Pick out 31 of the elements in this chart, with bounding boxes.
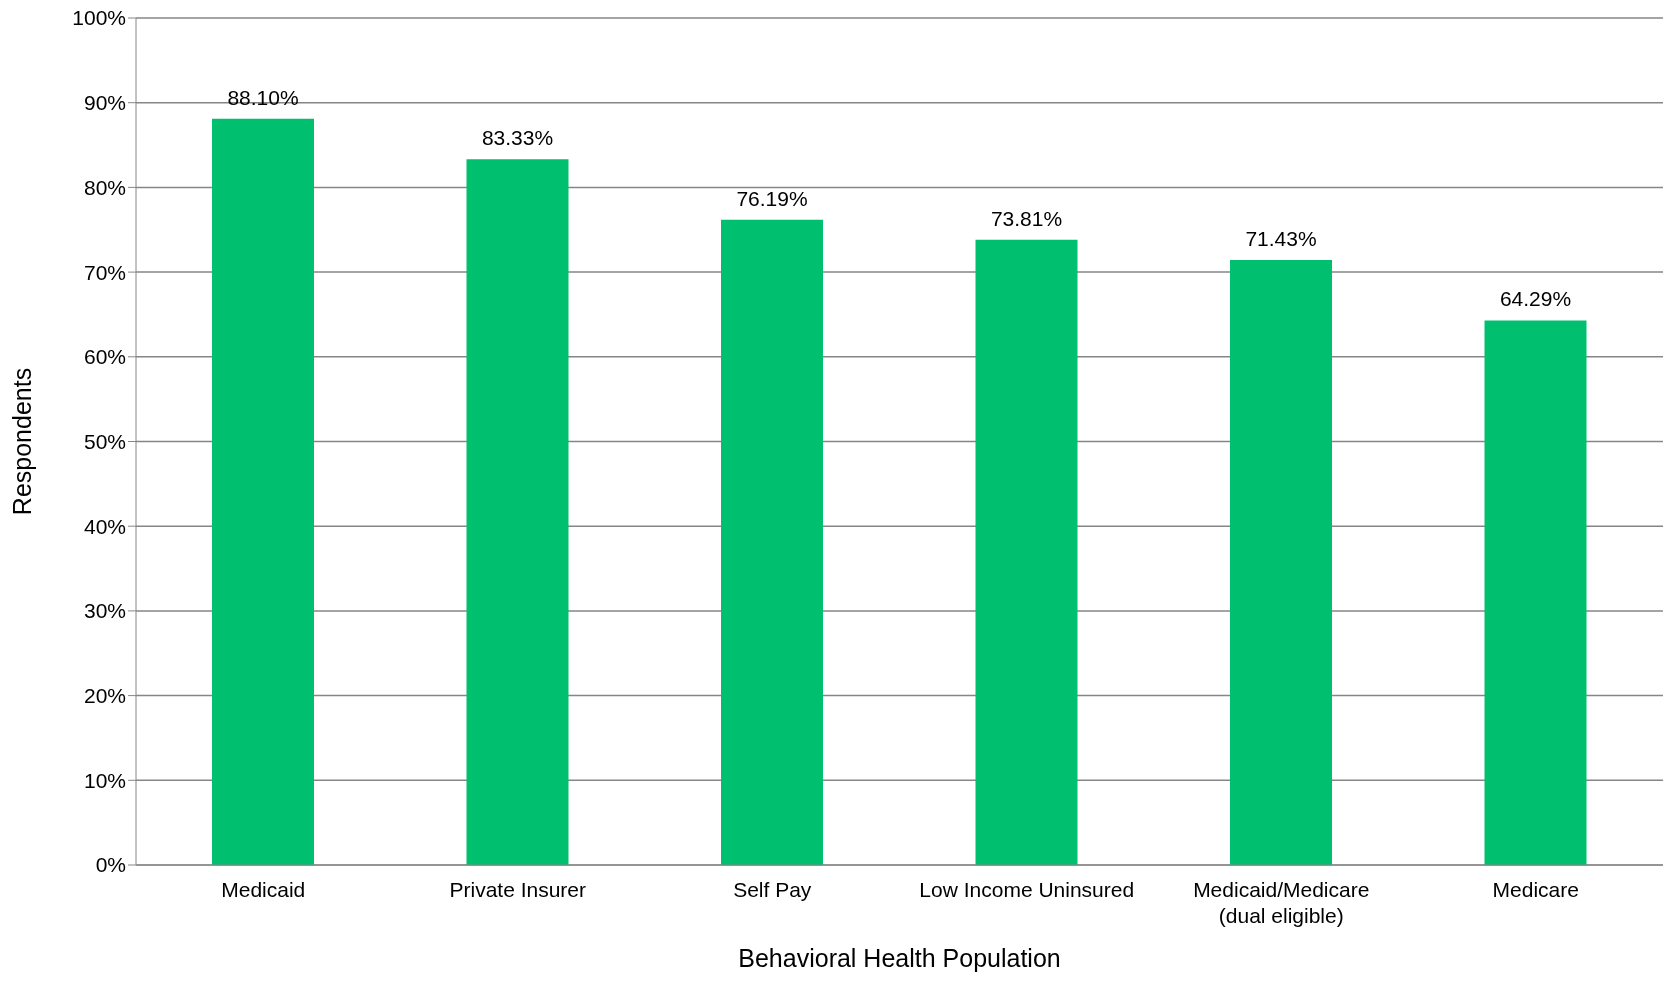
y-tick-label: 50%	[83, 429, 126, 453]
data-label: 73.81%	[990, 206, 1063, 230]
y-tick-label: 20%	[83, 684, 126, 708]
x-tick-label: Medicare	[1492, 878, 1579, 901]
bar	[721, 219, 823, 865]
data-label: 88.10%	[227, 85, 299, 109]
data-label: 83.33%	[481, 126, 554, 150]
x-tick-label: Low Income Uninsured	[919, 878, 1135, 901]
x-axis-title: Behavioral Health Population	[738, 943, 1061, 972]
y-tick-label: 40%	[83, 514, 126, 538]
y-axis-title: Respondents	[7, 367, 36, 516]
y-tick-label: 0%	[95, 853, 126, 877]
y-tick-label: 60%	[83, 345, 126, 369]
y-tick-label: 90%	[83, 91, 126, 115]
x-tick-label: Medicaid/Medicare (dual eligible)	[1193, 878, 1370, 927]
x-tick-label: Self Pay	[733, 878, 812, 901]
bar	[212, 118, 314, 865]
y-tick-label: 100%	[72, 6, 126, 30]
data-label: 71.43%	[1245, 226, 1317, 250]
data-label: 76.19%	[736, 186, 808, 210]
data-label: 64.29%	[1499, 287, 1572, 311]
bar	[1484, 320, 1587, 865]
y-tick-label: 10%	[83, 768, 126, 792]
x-tick-label: Private Insurer	[449, 878, 587, 901]
y-tick-label: 80%	[83, 175, 126, 199]
y-tick-label: 70%	[83, 260, 126, 284]
bar	[1230, 259, 1332, 865]
x-tick-label: Medicaid	[221, 878, 306, 901]
bar	[975, 239, 1078, 865]
y-tick-label: 30%	[83, 599, 126, 623]
bar	[466, 159, 569, 865]
